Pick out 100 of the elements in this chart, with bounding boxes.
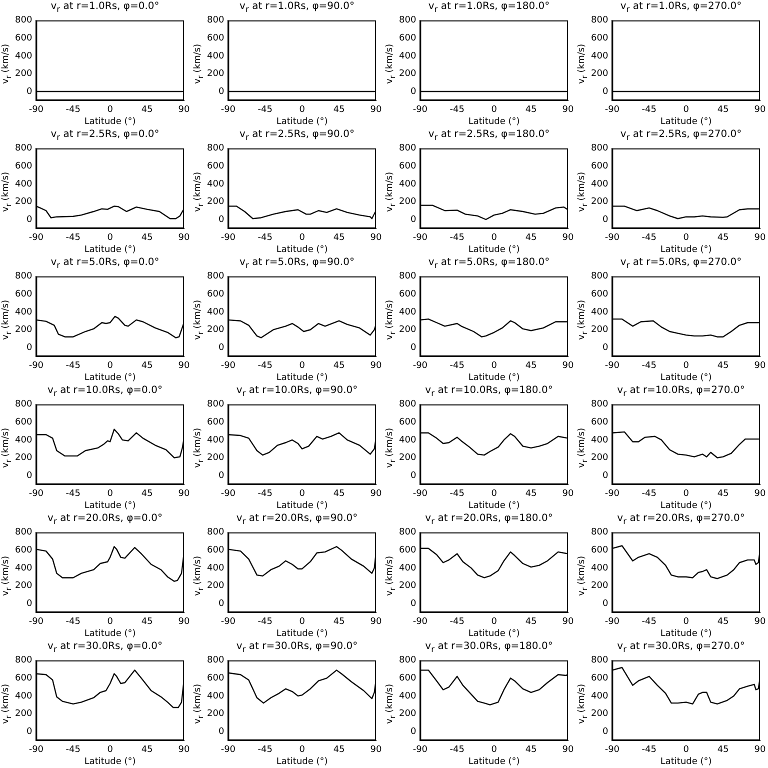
y-tick-label: 800 (14, 400, 32, 410)
x-tick-label: -90 (28, 745, 44, 756)
x-tick-label: 45 (525, 105, 537, 116)
x-tick-label: 45 (717, 489, 729, 500)
x-tick-label: 0 (683, 105, 690, 116)
x-tick-label: 0 (683, 361, 690, 372)
x-tick-label: -90 (28, 361, 44, 372)
x-tick-label: -90 (28, 233, 44, 244)
x-tick-label: 45 (717, 105, 729, 116)
x-tick-label: -90 (220, 361, 236, 372)
x-tick-label: 0 (107, 489, 114, 500)
x-tick-label: -45 (66, 233, 80, 244)
y-tick-label: 600 (206, 290, 224, 300)
x-tick-label: 0 (491, 617, 498, 628)
chart-title: v$_{r}$ at r=10.0Rs, φ=90.0° (235, 384, 359, 398)
x-tick-label: -90 (412, 233, 428, 244)
y-tick-label: 0 (602, 726, 608, 737)
y-tick-label: 200 (590, 69, 608, 80)
x-tick-label: 45 (333, 105, 345, 116)
x-tick-label: -45 (66, 105, 80, 116)
chart-title: v$_{r}$ at r=20.0Rs, φ=90.0° (235, 512, 359, 526)
y-tick-label: 400 (206, 691, 224, 702)
y-tick-label: 0 (602, 470, 608, 481)
chart-title: v$_{r}$ at r=30.0Rs, φ=180.0° (424, 640, 554, 654)
y-tick-label: 0 (410, 598, 416, 609)
y-tick-label: 400 (206, 307, 224, 318)
x-tick-label: 0 (107, 617, 114, 628)
x-tick-label: 0 (107, 361, 114, 372)
x-tick-label: -45 (258, 489, 272, 500)
x-axis-title: Latitude (°) (276, 244, 328, 255)
x-tick-label: 90 (754, 617, 766, 628)
x-tick-label: 90 (562, 233, 574, 244)
x-tick-label: -45 (642, 105, 656, 116)
y-tick-label: 200 (206, 197, 224, 208)
y-tick-label: 200 (206, 581, 224, 592)
y-tick-label: 200 (14, 197, 32, 208)
y-tick-label: 400 (590, 307, 608, 318)
y-tick-label: 400 (14, 691, 32, 702)
x-axis-title: Latitude (°) (468, 628, 520, 639)
y-tick-label: 400 (590, 435, 608, 446)
y-tick-label: 200 (206, 709, 224, 720)
x-tick-label: -45 (258, 105, 272, 116)
x-tick-label: -45 (258, 617, 272, 628)
y-tick-label: 400 (14, 51, 32, 62)
y-tick-label: 200 (14, 69, 32, 80)
chart-title: v$_{r}$ at r=2.5Rs, φ=90.0° (238, 128, 356, 142)
y-tick-label: 800 (398, 272, 416, 282)
y-tick-label: 600 (398, 418, 416, 428)
x-tick-label: -90 (220, 489, 236, 500)
y-tick-label: 600 (206, 674, 224, 684)
y-tick-label: 400 (398, 563, 416, 574)
y-tick-label: 800 (206, 144, 224, 154)
x-tick-label: 90 (178, 489, 190, 500)
x-tick-label: 45 (525, 617, 537, 628)
x-tick-label: 0 (491, 233, 498, 244)
y-tick-label: 600 (590, 674, 608, 684)
x-tick-label: 0 (683, 489, 690, 500)
y-tick-label: 200 (14, 581, 32, 592)
x-tick-label: -45 (258, 745, 272, 756)
x-tick-label: -90 (412, 745, 428, 756)
x-tick-label: 0 (299, 489, 306, 500)
x-axis-title: Latitude (°) (84, 372, 136, 383)
y-tick-label: 200 (398, 197, 416, 208)
y-tick-label: 400 (398, 307, 416, 318)
y-tick-label: 600 (14, 674, 32, 684)
x-tick-label: 90 (370, 489, 382, 500)
x-tick-label: 0 (107, 745, 114, 756)
y-tick-label: 800 (14, 528, 32, 538)
chart-title: v$_{r}$ at r=1.0Rs, φ=180.0° (427, 0, 551, 14)
x-tick-label: 90 (178, 617, 190, 628)
y-tick-label: 0 (410, 726, 416, 737)
y-tick-label: 200 (590, 709, 608, 720)
x-tick-label: 0 (491, 745, 498, 756)
y-tick-label: 800 (14, 272, 32, 282)
x-tick-label: -90 (412, 489, 428, 500)
chart-title: v$_{r}$ at r=5.0Rs, φ=180.0° (427, 256, 551, 270)
x-tick-label: 90 (370, 105, 382, 116)
x-tick-label: -90 (604, 617, 620, 628)
x-tick-label: 45 (333, 489, 345, 500)
x-tick-label: 90 (754, 233, 766, 244)
x-tick-label: -45 (450, 617, 464, 628)
y-tick-label: 200 (398, 453, 416, 464)
y-tick-label: 0 (26, 214, 32, 225)
x-tick-label: 45 (525, 745, 537, 756)
x-axis-title: Latitude (°) (276, 372, 328, 383)
x-tick-label: 0 (299, 617, 306, 628)
x-tick-label: 90 (754, 489, 766, 500)
x-tick-label: 0 (299, 105, 306, 116)
y-tick-label: 600 (590, 162, 608, 172)
chart-title: v$_{r}$ at r=30.0Rs, φ=90.0° (235, 640, 359, 654)
x-tick-label: 0 (683, 617, 690, 628)
x-tick-label: 0 (299, 361, 306, 372)
x-tick-label: -45 (642, 489, 656, 500)
chart-title: v$_{r}$ at r=1.0Rs, φ=90.0° (238, 0, 356, 14)
x-tick-label: 0 (299, 233, 306, 244)
chart-title: v$_{r}$ at r=2.5Rs, φ=270.0° (619, 128, 743, 142)
x-axis-title: Latitude (°) (84, 628, 136, 639)
x-axis-title: Latitude (°) (468, 116, 520, 127)
x-tick-label: 0 (683, 233, 690, 244)
x-tick-label: 0 (299, 745, 306, 756)
